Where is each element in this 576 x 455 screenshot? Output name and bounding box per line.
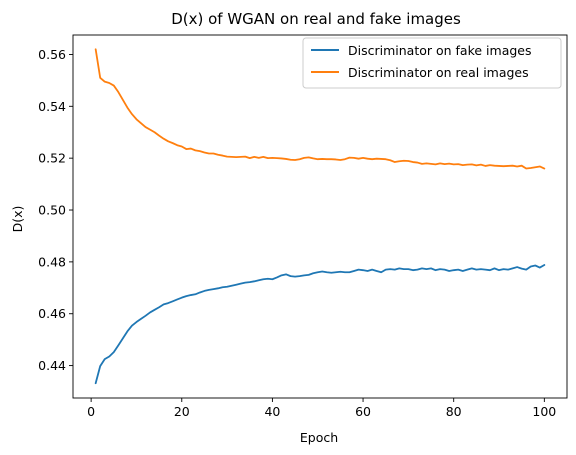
legend-box [302,37,562,89]
y-tick-label: 0.48 [38,254,66,269]
y-tick-label: 0.56 [38,47,66,62]
series-line-0 [94,264,546,385]
chart-title: D(x) of WGAN on real and fake images [171,10,461,28]
x-tick-label: 0 [87,404,95,419]
x-tick-label: 40 [264,404,280,419]
y-tick-label: 0.44 [38,358,66,373]
plot-frame [72,34,568,399]
legend-real-label: Discriminator on real images [348,65,529,80]
x-tick-label: 60 [355,404,371,419]
y-axis-label: D(x) [10,206,25,233]
series-line-1 [94,48,546,170]
x-tick-label: 20 [174,404,190,419]
x-axis-label: Epoch [300,430,338,445]
plot-lines [94,48,546,385]
y-tick-label: 0.46 [38,306,66,321]
legend: Discriminator on fake images Discriminat… [302,37,562,89]
legend-fake-label: Discriminator on fake images [348,43,532,58]
x-tick-label: 100 [532,404,556,419]
x-tick-label: 80 [446,404,462,419]
y-tick-label: 0.54 [38,99,66,114]
y-tick-label: 0.52 [38,151,66,166]
y-axis: 0.44 0.46 0.48 0.50 0.52 0.54 0.56 [38,47,73,373]
x-axis: 0 20 40 60 80 100 [87,398,556,419]
y-tick-label: 0.50 [38,203,66,218]
